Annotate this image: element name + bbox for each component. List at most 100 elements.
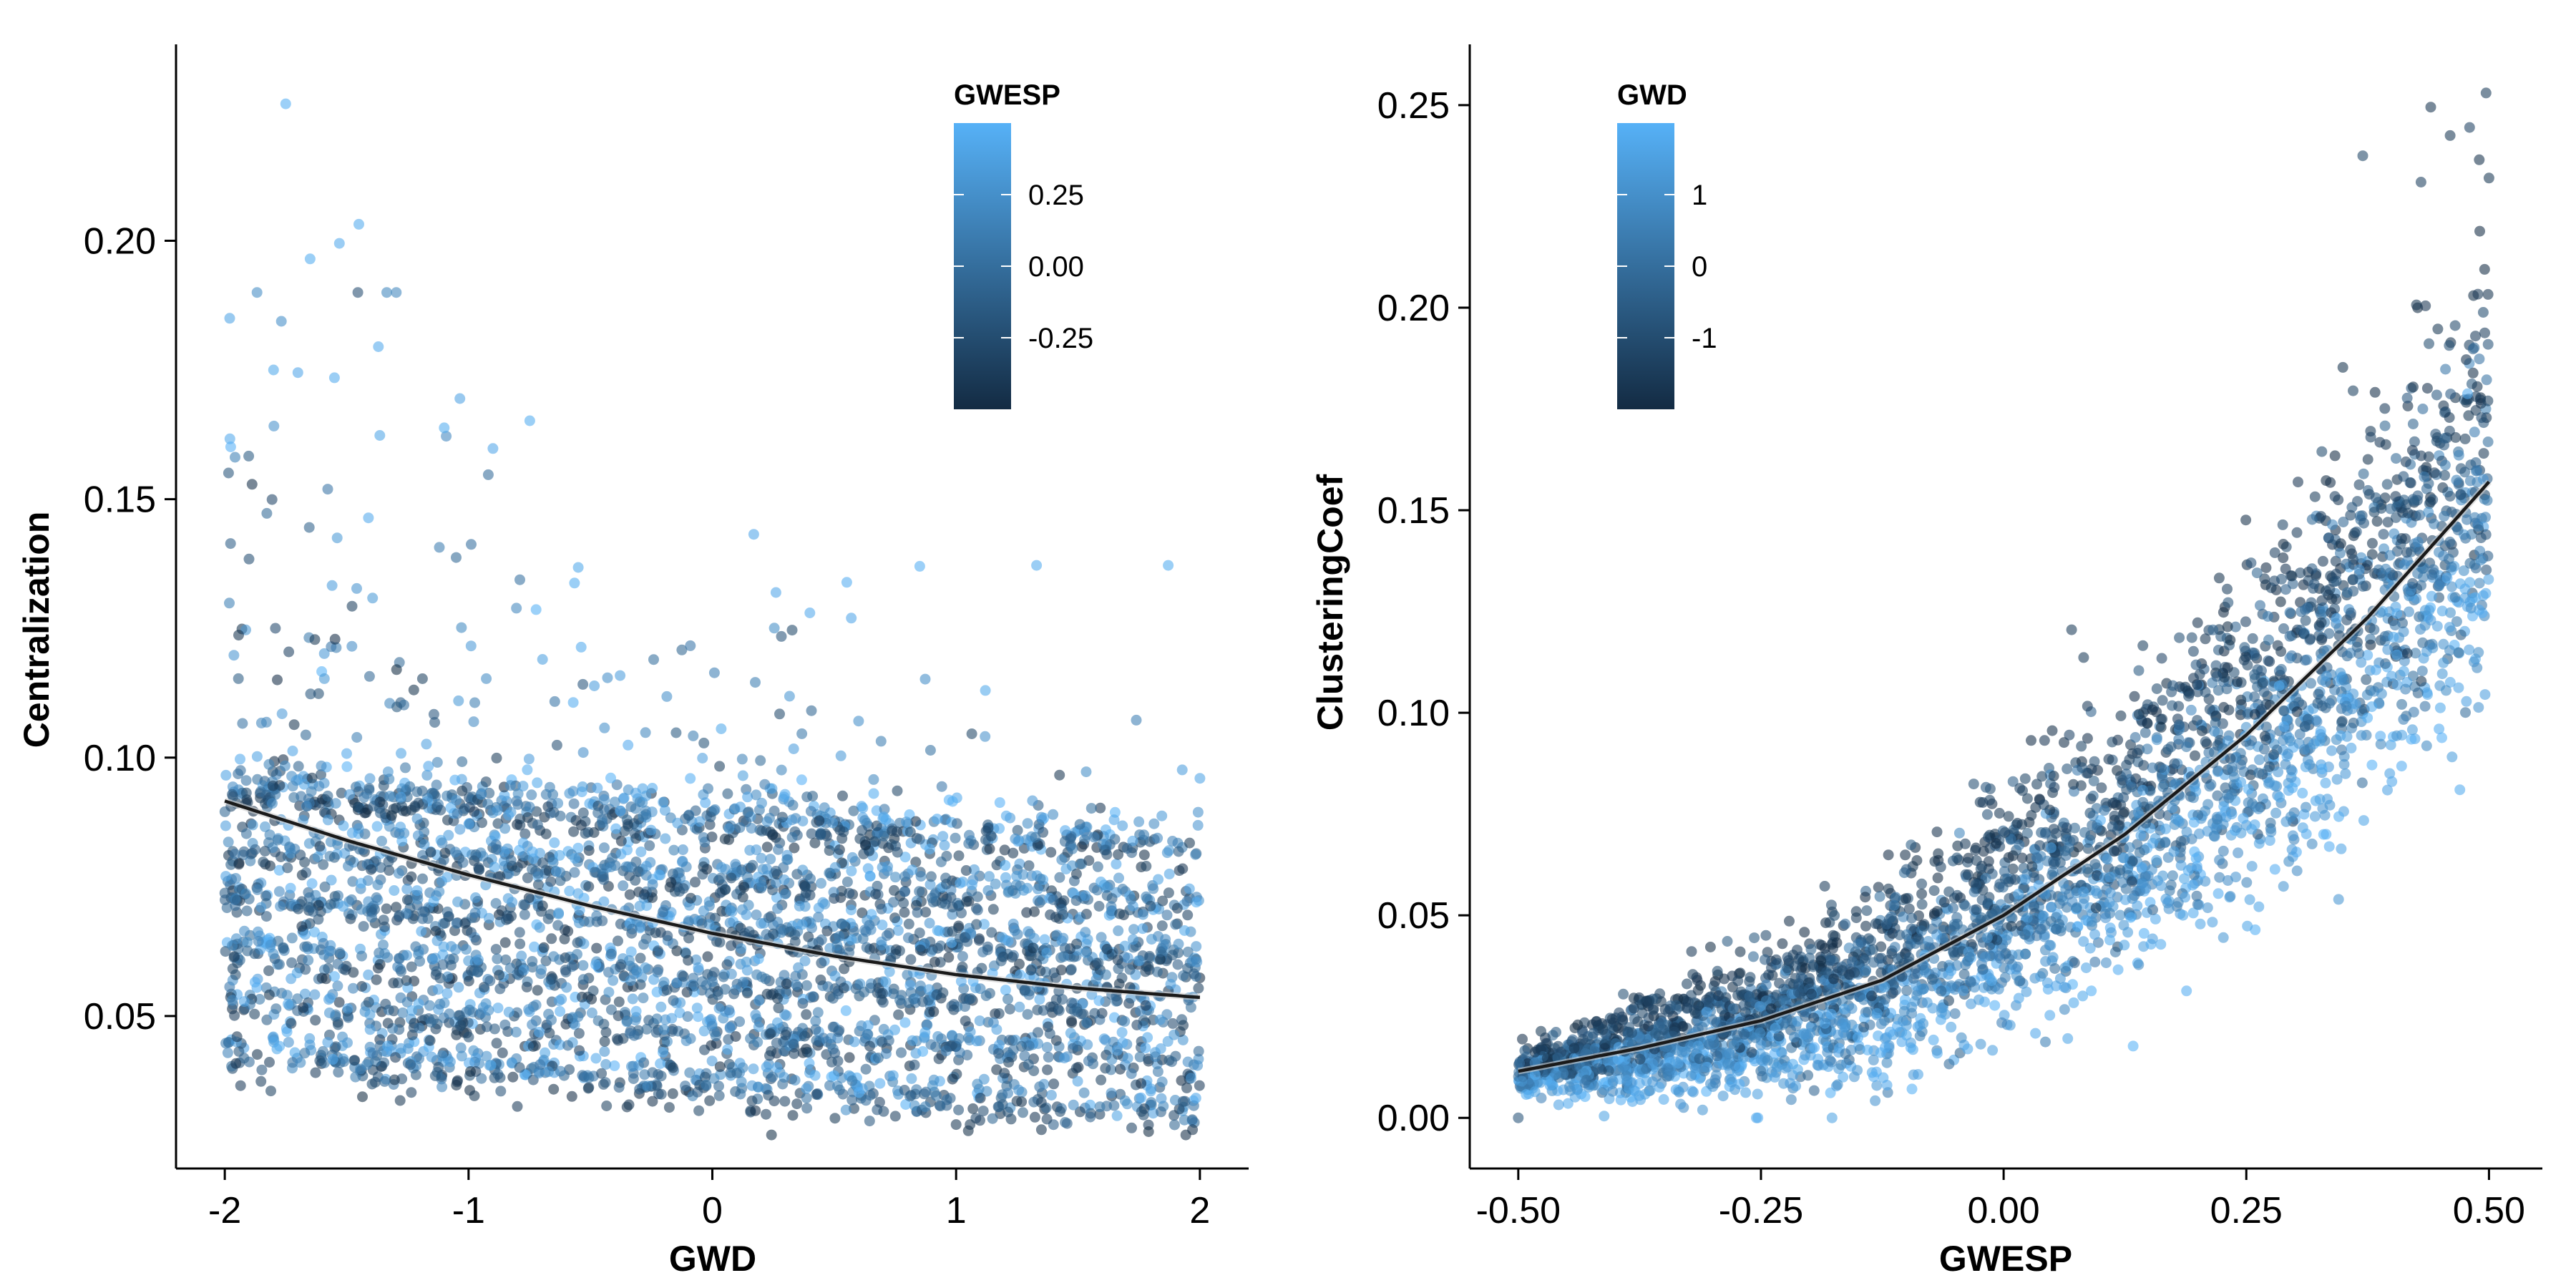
data-point bbox=[490, 944, 502, 955]
data-point bbox=[532, 777, 543, 789]
data-point bbox=[1071, 938, 1083, 950]
data-point bbox=[348, 967, 359, 978]
data-point bbox=[452, 896, 464, 907]
data-point bbox=[1184, 837, 1195, 849]
data-point bbox=[471, 935, 482, 946]
data-point bbox=[801, 1047, 813, 1058]
data-point bbox=[1092, 884, 1103, 896]
data-point bbox=[751, 844, 762, 856]
data-point bbox=[322, 484, 333, 495]
data-point bbox=[1065, 833, 1076, 844]
data-point bbox=[899, 886, 910, 897]
data-point bbox=[914, 886, 925, 897]
data-point bbox=[598, 1018, 610, 1030]
data-point bbox=[1121, 843, 1133, 854]
data-point bbox=[814, 815, 825, 826]
data-point bbox=[1041, 1113, 1053, 1125]
data-point bbox=[714, 937, 726, 948]
data-point bbox=[1137, 923, 1148, 935]
data-point bbox=[331, 532, 343, 544]
data-point bbox=[1151, 966, 1163, 977]
data-point bbox=[1826, 1112, 1838, 1123]
data-point bbox=[766, 1129, 777, 1141]
data-point bbox=[2100, 957, 2112, 968]
data-point bbox=[995, 955, 1007, 967]
data-point bbox=[864, 871, 876, 882]
data-point bbox=[454, 393, 466, 404]
data-point bbox=[824, 867, 835, 879]
data-point bbox=[421, 738, 432, 750]
data-point bbox=[243, 553, 255, 565]
data-point bbox=[688, 730, 699, 741]
data-point bbox=[517, 781, 529, 792]
data-point bbox=[965, 1026, 976, 1038]
data-point bbox=[374, 430, 386, 441]
data-point bbox=[1003, 1057, 1015, 1068]
y-tick-label: 0.05 bbox=[84, 996, 156, 1038]
data-point bbox=[222, 1047, 233, 1058]
data-point bbox=[1860, 892, 1871, 903]
data-point bbox=[1056, 904, 1068, 915]
data-point bbox=[2436, 732, 2447, 743]
data-point bbox=[301, 941, 313, 952]
data-point bbox=[705, 811, 716, 823]
data-point bbox=[607, 852, 618, 864]
data-point bbox=[860, 926, 872, 937]
data-point bbox=[815, 974, 826, 985]
data-point bbox=[791, 1098, 803, 1110]
data-point bbox=[860, 1095, 872, 1106]
data-point bbox=[463, 819, 474, 830]
data-point bbox=[716, 723, 727, 734]
data-point bbox=[605, 1004, 617, 1015]
data-point bbox=[902, 932, 914, 944]
data-point bbox=[2059, 1004, 2070, 1015]
data-point bbox=[834, 931, 845, 942]
data-point bbox=[856, 1020, 867, 1031]
data-point bbox=[810, 1015, 821, 1027]
data-point bbox=[812, 1007, 824, 1018]
data-point bbox=[722, 1044, 733, 1055]
data-point bbox=[945, 1093, 956, 1104]
data-point bbox=[703, 783, 713, 794]
data-point bbox=[2469, 426, 2480, 438]
data-point bbox=[252, 884, 263, 895]
data-point bbox=[807, 791, 819, 802]
data-point bbox=[628, 1060, 639, 1072]
data-point bbox=[799, 1030, 810, 1042]
data-point bbox=[384, 791, 396, 802]
legend-label: -0.25 bbox=[1028, 323, 1093, 354]
data-point bbox=[756, 881, 768, 892]
data-point bbox=[568, 798, 580, 809]
data-point bbox=[613, 996, 625, 1008]
data-point bbox=[668, 844, 680, 856]
data-point bbox=[625, 946, 637, 957]
data-point bbox=[514, 1062, 525, 1073]
data-point bbox=[811, 1088, 822, 1100]
data-point bbox=[844, 1052, 855, 1063]
data-point bbox=[367, 592, 379, 604]
data-point bbox=[1000, 810, 1012, 821]
data-point bbox=[507, 1071, 519, 1083]
data-point bbox=[1906, 1083, 1918, 1095]
data-point bbox=[764, 812, 775, 824]
data-point bbox=[1143, 1126, 1154, 1137]
data-point bbox=[1517, 1033, 1528, 1045]
data-point bbox=[2212, 888, 2224, 899]
data-point bbox=[1140, 1043, 1151, 1054]
data-point bbox=[2477, 307, 2489, 318]
data-point bbox=[768, 928, 779, 940]
data-point bbox=[371, 892, 382, 903]
data-point bbox=[1050, 1035, 1062, 1046]
data-point bbox=[535, 1059, 546, 1070]
data-point bbox=[253, 926, 263, 937]
data-point bbox=[849, 1103, 859, 1114]
x-tick-label: -2 bbox=[208, 1190, 241, 1231]
data-point bbox=[655, 1088, 667, 1100]
data-point bbox=[1007, 952, 1018, 963]
data-point bbox=[1111, 1045, 1123, 1056]
data-point bbox=[750, 677, 761, 688]
data-point bbox=[804, 1058, 815, 1069]
data-point bbox=[346, 640, 358, 652]
data-point bbox=[434, 998, 446, 1010]
data-point bbox=[1070, 868, 1082, 879]
